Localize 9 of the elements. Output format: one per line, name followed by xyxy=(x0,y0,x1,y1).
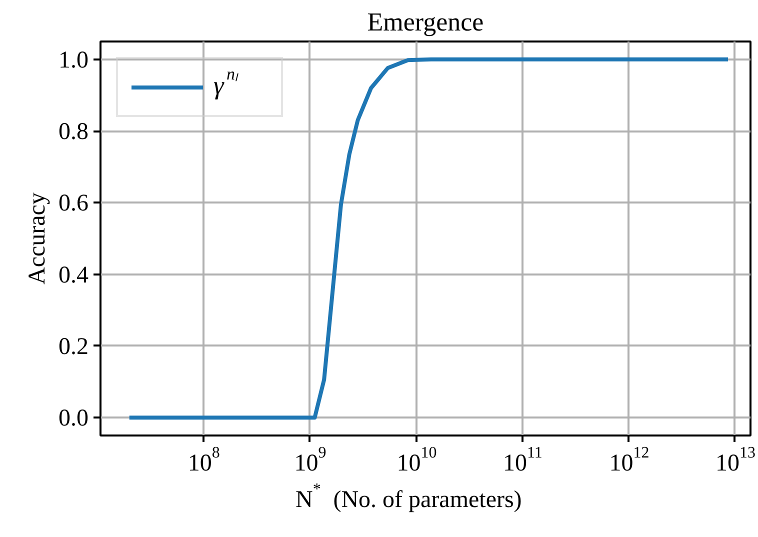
x-axis-title: N* (No. of parameters) xyxy=(296,480,522,514)
y-tick-label: 0.2 xyxy=(58,334,88,360)
y-tick-label: 1.0 xyxy=(58,47,88,74)
y-tick-label: 0.0 xyxy=(58,406,88,432)
y-axis-title: Accuracy xyxy=(24,192,50,284)
y-tick-label: 0.6 xyxy=(58,190,88,217)
y-tick-label: 0.4 xyxy=(58,262,88,288)
y-tick-label: 0.8 xyxy=(58,119,88,146)
chart-title: Emergence xyxy=(367,8,484,36)
